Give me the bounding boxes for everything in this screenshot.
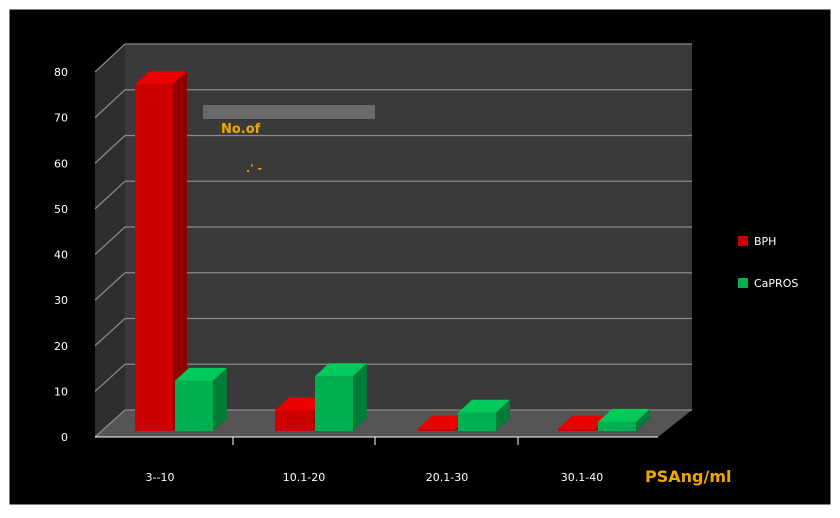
- legend-swatch-bph: [738, 236, 748, 246]
- x-tick-labels: 3--10 10.1-20 20.1-30 30.1-40: [95, 436, 658, 484]
- y-axis-label-box: No.of .' -: [203, 105, 375, 175]
- floor: [95, 410, 692, 437]
- gridline-side-30: [94, 272, 126, 301]
- y-tick-label: 10: [54, 385, 68, 398]
- y-axis-label: No.of: [221, 122, 261, 137]
- bar-front: [598, 421, 636, 431]
- gridline-side-60: [94, 135, 126, 164]
- y-tick-label: 0: [61, 431, 68, 444]
- y-tick-label: 80: [54, 66, 68, 79]
- y-tick-label: 20: [54, 340, 68, 353]
- gridline-side-40: [94, 226, 126, 255]
- x-axis-label: PSAng/ml: [645, 467, 731, 486]
- y-tick-labels: 0 10 20 30 40 50 60 70 80: [54, 66, 68, 444]
- bar-top: [558, 415, 610, 429]
- y-axis-label-fragment: .' -: [246, 162, 262, 175]
- y-tick-label: 50: [54, 203, 68, 216]
- legend: BPH CaPROS: [738, 235, 798, 290]
- bar-side: [353, 363, 367, 431]
- bar-top: [418, 415, 470, 429]
- bar-top: [598, 408, 650, 422]
- bar-side: [173, 71, 187, 431]
- gridline-side-80: [94, 43, 126, 73]
- gridline-side-20: [94, 318, 126, 347]
- bar-capros-1: [315, 363, 367, 431]
- bar-top: [135, 71, 187, 85]
- legend-swatch-capros: [738, 278, 748, 288]
- gridline-side-0: [94, 409, 126, 438]
- bar-capros-0: [175, 367, 227, 431]
- bar-front: [558, 428, 596, 431]
- bar-front: [418, 428, 456, 431]
- gridline-side-70: [94, 89, 126, 119]
- gridline-side-10: [94, 363, 126, 392]
- y-tick-label: 70: [54, 112, 68, 125]
- x-tick-label: 3--10: [146, 471, 175, 484]
- x-tick-label: 20.1-30: [426, 471, 468, 484]
- bar-front: [135, 84, 173, 431]
- x-tick-label: 30.1-40: [561, 471, 603, 484]
- bar-side: [213, 367, 227, 431]
- bar-top: [315, 363, 367, 377]
- bar-top: [458, 399, 510, 413]
- bar-side: [636, 408, 650, 431]
- bar-top: [275, 397, 327, 411]
- gridline-side-50: [94, 180, 126, 210]
- bar-bph-0: [135, 71, 187, 431]
- bar-front: [175, 380, 213, 431]
- bar-front: [458, 412, 496, 431]
- y-axis-label-backdrop: [203, 105, 375, 119]
- legend-label-capros: CaPROS: [754, 277, 798, 290]
- bar-capros-2: [458, 399, 510, 431]
- bar-front: [275, 410, 313, 431]
- bars: [135, 71, 650, 431]
- bar-top: [175, 367, 227, 381]
- bar-capros-3: [598, 408, 650, 431]
- y-tick-label: 30: [54, 294, 68, 307]
- legend-label-bph: BPH: [754, 235, 776, 248]
- bar-front: [315, 376, 353, 431]
- y-tick-label: 40: [54, 249, 68, 262]
- x-tick-label: 10.1-20: [283, 471, 325, 484]
- y-tick-label: 60: [54, 157, 68, 170]
- bar-side: [496, 399, 510, 431]
